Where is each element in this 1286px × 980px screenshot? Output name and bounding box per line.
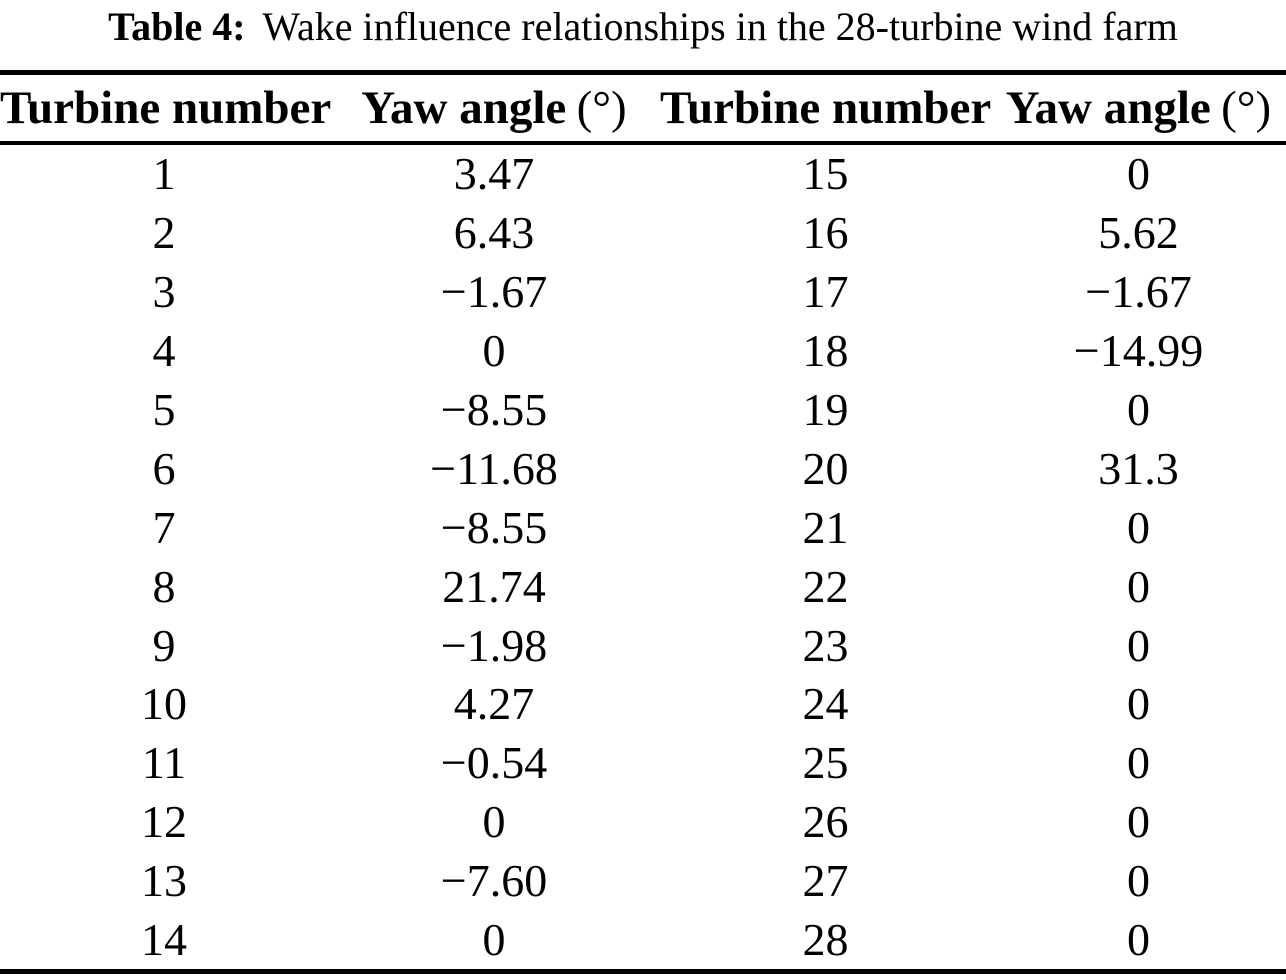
turbine-number-cell: 14 <box>141 914 187 966</box>
table-row: 11 −0.54 25 0 <box>0 734 1286 793</box>
column-header-yaw-angle-right: Yaw angle (°) <box>991 75 1286 145</box>
turbine-number-cell: 27 <box>802 855 849 907</box>
yaw-angle-cell: 4.27 <box>453 678 535 730</box>
turbine-number-cell: 13 <box>141 855 187 907</box>
turbine-number-cell: 10 <box>141 678 187 730</box>
table-row: 7 −8.55 21 0 <box>0 498 1286 557</box>
caption-text: Wake influence relationships in the 28-t… <box>262 4 1178 49</box>
turbine-number-cell: 22 <box>802 560 849 612</box>
yaw-angle-cell: 31.3 <box>1098 442 1179 494</box>
yaw-angle-table: Turbine number Yaw angle (°) Turbine numb… <box>0 75 1286 969</box>
degree-unit-label: (°) <box>576 82 627 134</box>
table-row: 10 4.27 24 0 <box>0 675 1286 734</box>
table-row: 1 3.47 15 0 <box>0 143 1286 204</box>
yaw-angle-cell: 3.47 <box>453 148 535 200</box>
yaw-angle-cell: 0 <box>1127 678 1150 730</box>
table-header-row: Turbine number Yaw angle (°) Turbine numb… <box>0 75 1286 145</box>
yaw-angle-cell: 0 <box>482 796 506 848</box>
table-bottom-rule <box>0 969 1286 975</box>
turbine-number-cell: 24 <box>802 678 849 730</box>
turbine-number-cell: 8 <box>152 560 176 612</box>
turbine-number-cell: 20 <box>802 442 849 494</box>
turbine-number-cell: 26 <box>802 796 849 848</box>
yaw-angle-cell: −11.68 <box>430 442 558 494</box>
turbine-number-cell: 25 <box>802 737 849 789</box>
table-row: 12 0 26 0 <box>0 793 1286 852</box>
column-header-turbine-number-right: Turbine number <box>660 75 992 145</box>
yaw-angle-cell: −7.60 <box>440 855 548 907</box>
column-header-turbine-number-left: Turbine number <box>0 75 332 145</box>
table-row: 13 −7.60 27 0 <box>0 852 1286 911</box>
turbine-number-cell: 4 <box>152 325 176 377</box>
turbine-number-cell: 18 <box>802 325 849 377</box>
turbine-number-cell: 28 <box>802 914 849 966</box>
turbine-number-cell: 15 <box>802 148 849 200</box>
table-top-rule <box>0 70 1286 75</box>
table-caption: Table 4: Wake influence relationships in … <box>0 0 1286 70</box>
table-body: 1 3.47 15 0 2 6.43 16 5.62 3 −1.67 17 −1… <box>0 143 1286 969</box>
turbine-number-cell: 17 <box>802 266 849 318</box>
turbine-number-cell: 9 <box>152 619 176 671</box>
yaw-angle-cell: 0 <box>1127 737 1150 789</box>
turbine-number-cell: 19 <box>802 384 849 435</box>
turbine-number-cell: 7 <box>152 501 176 553</box>
column-header-label: Yaw angle <box>1005 82 1211 134</box>
yaw-angle-cell: 0 <box>1127 501 1150 553</box>
yaw-angle-cell: 0 <box>1127 914 1150 966</box>
yaw-angle-cell: 0 <box>482 325 506 377</box>
degree-unit-label: (°) <box>1221 82 1272 134</box>
table-row: 4 0 18 −14.99 <box>0 322 1286 381</box>
table-row: 9 −1.98 23 0 <box>0 616 1286 675</box>
column-header-label: Turbine number <box>660 82 992 134</box>
yaw-angle-cell: 0 <box>1127 855 1150 907</box>
yaw-angle-cell: −1.67 <box>1085 266 1192 318</box>
turbine-number-cell: 6 <box>152 442 176 494</box>
yaw-angle-cell: 0 <box>1127 560 1150 612</box>
yaw-angle-cell: −1.98 <box>440 619 548 671</box>
yaw-angle-cell: 0 <box>1127 619 1150 671</box>
table-row: 6 −11.68 20 31.3 <box>0 439 1286 498</box>
turbine-number-cell: 2 <box>152 207 176 259</box>
column-header-yaw-angle-left: Yaw angle (°) <box>328 75 660 145</box>
yaw-angle-cell: 0 <box>1127 384 1150 435</box>
turbine-number-cell: 16 <box>802 207 849 259</box>
turbine-number-cell: 12 <box>141 796 187 848</box>
table-row: 2 6.43 16 5.62 <box>0 204 1286 263</box>
yaw-angle-cell: −14.99 <box>1073 325 1204 377</box>
table-row: 8 21.74 22 0 <box>0 557 1286 616</box>
turbine-number-cell: 11 <box>141 737 187 789</box>
yaw-angle-cell: 0 <box>482 914 506 966</box>
yaw-angle-cell: 6.43 <box>453 207 535 259</box>
yaw-angle-cell: 21.74 <box>442 560 546 612</box>
yaw-angle-cell: 0 <box>1127 796 1150 848</box>
turbine-number-cell: 5 <box>152 384 176 435</box>
yaw-angle-cell: 0 <box>1127 148 1150 200</box>
table-row: 5 −8.55 19 0 <box>0 381 1286 440</box>
table-row: 14 0 28 0 <box>0 911 1286 970</box>
yaw-angle-cell: 5.62 <box>1098 207 1179 259</box>
turbine-number-cell: 23 <box>802 619 849 671</box>
caption-label: Table 4: <box>108 4 246 49</box>
turbine-number-cell: 3 <box>152 266 176 318</box>
yaw-angle-cell: −1.67 <box>440 266 548 318</box>
column-header-label: Yaw angle <box>361 82 567 134</box>
yaw-angle-cell: −8.55 <box>440 501 548 553</box>
yaw-angle-cell: −0.54 <box>440 737 548 789</box>
turbine-number-cell: 21 <box>802 501 849 553</box>
turbine-number-cell: 1 <box>152 148 176 200</box>
column-header-label: Turbine number <box>0 82 332 134</box>
yaw-angle-cell: −8.55 <box>440 384 548 435</box>
table-row: 3 −1.67 17 −1.67 <box>0 263 1286 322</box>
